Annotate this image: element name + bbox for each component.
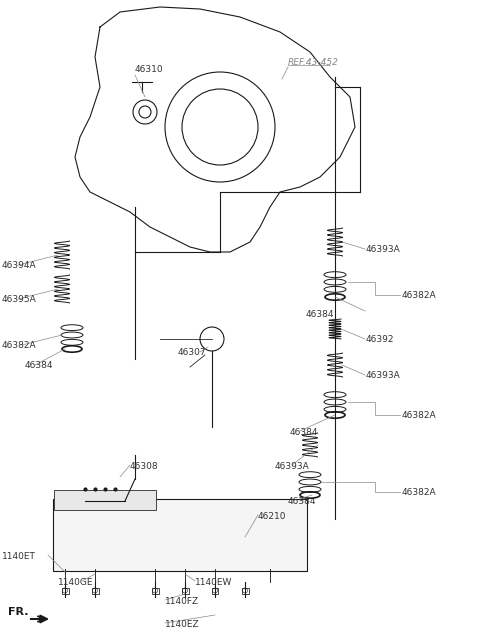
Text: 46210: 46210 bbox=[258, 512, 287, 521]
Text: 46382A: 46382A bbox=[2, 341, 36, 350]
Text: 1140GE: 1140GE bbox=[58, 578, 94, 587]
Circle shape bbox=[69, 495, 81, 507]
Text: 46384: 46384 bbox=[288, 497, 316, 506]
Text: 46310: 46310 bbox=[135, 65, 164, 74]
Text: REF.43-452: REF.43-452 bbox=[288, 58, 339, 67]
Text: 46394A: 46394A bbox=[2, 261, 36, 270]
Text: 46395A: 46395A bbox=[2, 295, 37, 304]
Text: 46382A: 46382A bbox=[402, 411, 437, 420]
Text: 46384: 46384 bbox=[306, 310, 335, 319]
Bar bbox=[61, 588, 69, 594]
Text: 46384: 46384 bbox=[290, 428, 319, 437]
Text: 46393A: 46393A bbox=[275, 462, 310, 471]
Text: 46392: 46392 bbox=[366, 335, 395, 344]
Text: 1140ET: 1140ET bbox=[2, 552, 36, 561]
Bar bbox=[212, 588, 218, 594]
Bar bbox=[152, 588, 158, 594]
Text: 46393A: 46393A bbox=[366, 371, 401, 380]
Text: 46382A: 46382A bbox=[402, 291, 437, 300]
Text: 46382A: 46382A bbox=[402, 488, 437, 497]
Text: 46308: 46308 bbox=[130, 462, 158, 471]
Bar bbox=[92, 588, 98, 594]
Text: 46384: 46384 bbox=[25, 361, 53, 370]
Circle shape bbox=[123, 495, 135, 507]
Text: 46393A: 46393A bbox=[366, 245, 401, 254]
Text: 1140EZ: 1140EZ bbox=[165, 620, 200, 629]
Text: 1140EW: 1140EW bbox=[195, 578, 232, 587]
Text: 46307: 46307 bbox=[178, 348, 206, 357]
Text: 1140FZ: 1140FZ bbox=[165, 597, 199, 606]
Circle shape bbox=[105, 495, 117, 507]
Bar bbox=[181, 588, 189, 594]
Text: FR.: FR. bbox=[8, 607, 28, 617]
Bar bbox=[241, 588, 249, 594]
FancyBboxPatch shape bbox=[54, 490, 156, 510]
Circle shape bbox=[87, 495, 99, 507]
FancyBboxPatch shape bbox=[53, 499, 307, 571]
